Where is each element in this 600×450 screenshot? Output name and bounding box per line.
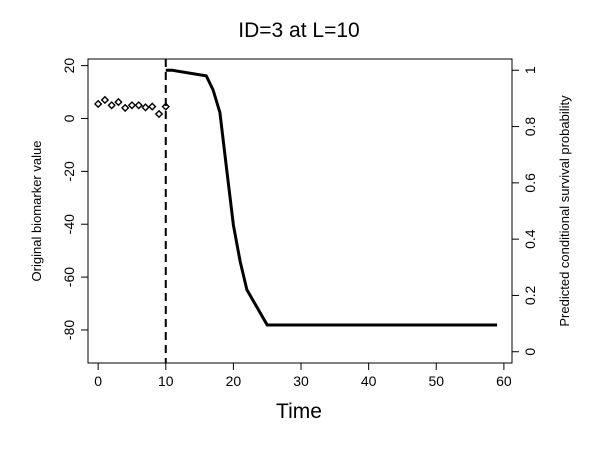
biomarker-point (148, 102, 157, 111)
y-right-tick-label: 0.8 (522, 117, 538, 137)
biomarker-point (134, 101, 143, 110)
y-right-tick-label: 0.4 (522, 229, 538, 249)
survival-curve (165, 68, 498, 327)
x-tick-label: 20 (226, 373, 242, 389)
y-left-tick-label: -60 (61, 267, 77, 287)
x-tick-label: 30 (293, 373, 309, 389)
y-right-tick-label: 0.6 (522, 173, 538, 193)
biomarker-point (154, 109, 164, 119)
biomarker-point (107, 101, 116, 110)
biomarker-point (93, 99, 103, 109)
x-tick-label: 40 (361, 373, 377, 389)
biomarker-point (121, 103, 130, 113)
y-right-tick-label: 0.2 (522, 286, 538, 306)
biomarker-point (114, 97, 123, 107)
y-left-tick-label: -20 (61, 161, 77, 181)
x-tick-label: 0 (94, 373, 102, 389)
y-axis-left-label: Original biomarker value (29, 141, 44, 282)
y-left-tick-label: 0 (61, 114, 77, 122)
chart-title: ID=3 at L=10 (238, 19, 359, 42)
x-tick-label: 50 (428, 373, 444, 389)
y-left-tick-label: -40 (61, 214, 77, 234)
biomarker-point (127, 101, 137, 110)
x-tick-label: 10 (158, 373, 174, 389)
y-right-tick-label: 0 (522, 348, 538, 356)
y-right-tick-label: 1 (522, 66, 538, 74)
plot-marks: 0 10 20 30 40 50 60 20 0 -20 -40 -60 -80 0 0.2 0.4 0.6 0.… (61, 58, 538, 389)
y-left-tick-label: -80 (61, 320, 77, 340)
biomarker-point (161, 102, 170, 111)
x-axis-label: Time (276, 400, 322, 423)
y-left-tick-label: 20 (61, 58, 77, 74)
x-tick-label: 60 (496, 373, 512, 389)
biomarker-point (100, 95, 110, 105)
biomarker-point (141, 103, 150, 112)
y-axis-right-label: Predicted conditional survival probabili… (557, 95, 572, 327)
